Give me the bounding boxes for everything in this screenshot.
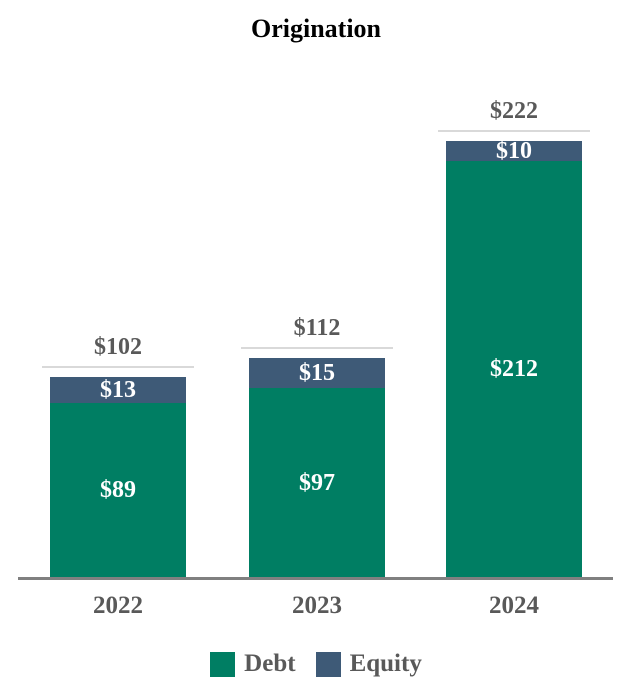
bar-2023: $15 $97 [249,358,385,578]
total-label: $102 [94,334,142,360]
bar-segment-equity: $13 [50,377,186,403]
bar-segment-debt: $97 [249,388,385,578]
bar-segment-debt: $89 [50,403,186,578]
total-label: $222 [490,98,538,124]
chart-title: Origination [250,14,381,43]
total-marker-line [438,130,590,132]
x-axis-label-2023: 2023 [292,592,342,619]
bar-segment-equity: $10 [446,138,582,164]
bar-2024: $10 $212 [446,138,582,578]
bar-segment-debt: $212 [446,161,582,578]
legend-label-debt: Debt [244,650,296,677]
legend-label-equity: Equity [349,650,422,677]
total-marker-line [42,366,194,368]
bar-segment-equity: $15 [249,358,385,388]
legend-item-equity: Equity [315,650,422,678]
legend-item-debt: Debt [210,650,296,678]
legend-swatch-equity-icon [315,651,341,677]
legend-swatch-debt-icon [210,651,236,677]
legend: Debt Equity [0,650,632,678]
x-axis-line [18,577,613,580]
total-label: $112 [293,315,341,341]
bar-2022: $13 $89 [50,377,186,578]
x-axis-label-2024: 2024 [489,592,539,619]
total-marker-line [241,347,393,349]
x-axis-label-2022: 2022 [93,592,143,619]
